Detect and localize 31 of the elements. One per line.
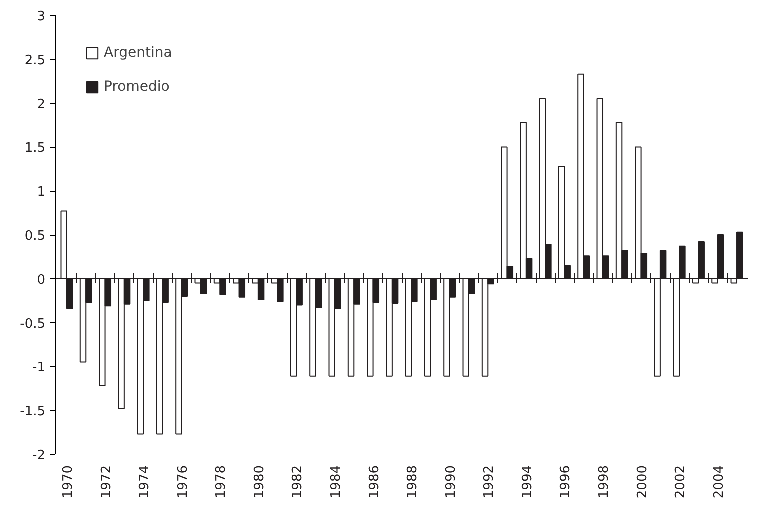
x-tick-label: 1992 bbox=[482, 465, 498, 499]
x-tick-label: 1984 bbox=[328, 465, 344, 499]
y-tick-label: 1.5 bbox=[24, 141, 46, 156]
x-tick-label: 1998 bbox=[597, 465, 612, 499]
x-tick-label: 2000 bbox=[635, 465, 650, 499]
x-tick-label: 1978 bbox=[214, 465, 230, 499]
y-tick-label: 2 bbox=[37, 97, 46, 112]
x-tick-label: 1974 bbox=[138, 465, 153, 499]
legend-label: Promedio bbox=[104, 79, 170, 95]
y-tick-label: -1 bbox=[32, 360, 46, 376]
x-tick-label: 2004 bbox=[712, 465, 727, 499]
x-tick-label: 1990 bbox=[444, 465, 459, 499]
x-tick-label: 1976 bbox=[176, 465, 191, 499]
x-tick-label: 1994 bbox=[520, 465, 536, 499]
y-tick-label: 2.5 bbox=[24, 53, 46, 68]
x-tick-label: 2002 bbox=[674, 465, 689, 499]
y-tick-label: -1.5 bbox=[20, 404, 46, 420]
y-tick-label: -0.5 bbox=[20, 316, 46, 332]
legend-label: Argentina bbox=[104, 45, 172, 61]
y-tick-label: -2 bbox=[32, 448, 46, 464]
y-tick-label: 3 bbox=[37, 10, 46, 24]
x-tick-label: 1986 bbox=[367, 465, 382, 499]
x-tick-label: 1996 bbox=[558, 465, 574, 499]
y-tick-label: 1 bbox=[37, 185, 46, 200]
x-tick-label: 1972 bbox=[99, 465, 114, 499]
x-tick-label: 1988 bbox=[406, 465, 421, 499]
x-tick-label: 1980 bbox=[252, 465, 268, 499]
y-tick-label: 0.5 bbox=[24, 229, 46, 244]
x-tick-label: 1982 bbox=[290, 465, 306, 499]
y-tick-label: 0 bbox=[37, 272, 46, 288]
x-tick-label: 1970 bbox=[60, 465, 76, 499]
